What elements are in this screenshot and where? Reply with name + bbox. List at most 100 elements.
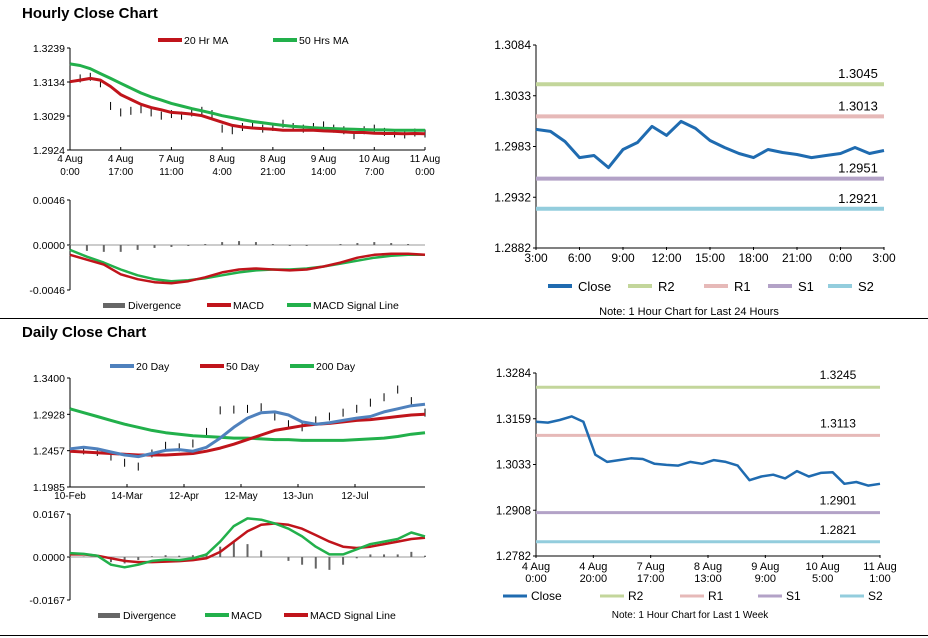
hourly-price-ytick-label: 1.2924 (33, 145, 65, 157)
daily-macd-line (69, 517, 426, 569)
hourly-price-xtick-label: 10 Aug (359, 154, 390, 165)
level-label-r2: 1.3045 (838, 66, 878, 81)
hourly-24h-ytick-label: 1.2983 (494, 140, 531, 154)
daily-week-legend-label-s1: S1 (786, 589, 801, 603)
hourly-price-xtick-label: 8 Aug (209, 154, 235, 165)
daily-week-ytick-label: 1.2908 (496, 505, 531, 517)
daily-50day-line (69, 412, 426, 457)
hourly-price-ytick-label: 1.3029 (33, 111, 65, 123)
week-level-label-r2: 1.3245 (820, 368, 857, 382)
daily-week-xtick-label: 0:00 (525, 573, 546, 585)
section-divider (0, 318, 928, 319)
hourly-24h-xtick-label: 0:00 (829, 251, 853, 265)
hourly-price-ytick-label: 1.3239 (33, 43, 65, 55)
hourly-divergence-legend-label: Divergence (128, 300, 181, 312)
hourly-20ma-line (69, 76, 426, 136)
daily-week-note: Note: 1 Hour Chart for Last 1 Week (612, 610, 770, 621)
hourly-price-xtick-label: 9 Aug (311, 154, 337, 165)
hourly-signal-legend-label: MACD Signal Line (313, 300, 399, 312)
daily-week-xtick-label: 10 Aug (806, 561, 840, 573)
daily-week-xtick-label: 9:00 (755, 573, 776, 585)
daily-divergence-legend-swatch (98, 613, 120, 618)
hourly-divergence-legend-swatch (103, 303, 125, 308)
hourly-24h-xtick-label: 21:00 (782, 251, 812, 265)
hourly-price-xtick-label: 7:00 (365, 167, 385, 178)
daily-week-xtick-label: 4 Aug (522, 561, 550, 573)
daily-week-ytick-label: 1.3159 (496, 414, 531, 426)
hourly-24h-legend-label-r1: R1 (734, 279, 751, 294)
hourly-price-xtick-label: 11 Aug (410, 154, 440, 165)
hourly-price-xtick-label: 0:00 (415, 167, 435, 178)
daily-week-xtick-label: 20:00 (580, 573, 608, 585)
daily-week-xtick-label: 4 Aug (579, 561, 607, 573)
daily-20day-legend-label: 20 Day (136, 361, 170, 373)
daily-week-legend-label-r2: R2 (628, 589, 644, 603)
daily-macd-ytick-label: 0.0000 (33, 552, 65, 564)
hourly-24h-legend-label-s1: S1 (798, 279, 814, 294)
hourly-24h-ytick-label: 1.3033 (494, 89, 531, 103)
hourly-price-xtick-label: 17:00 (108, 167, 133, 178)
level-label-r1: 1.3013 (838, 98, 878, 113)
hourly-macd-ytick-label: -0.0046 (29, 285, 65, 297)
daily-week-xtick-label: 5:00 (812, 573, 833, 585)
daily-price-xtick-label: 12-Apr (169, 491, 200, 502)
daily-200day-legend-label: 200 Day (316, 361, 356, 373)
daily-week-xtick-label: 11 Aug (863, 561, 896, 573)
hourly-24h-legend-label-r2: R2 (658, 279, 675, 294)
hourly-24h-xtick-label: 18:00 (738, 251, 768, 265)
hourly-50ma-legend-label: 50 Hrs MA (299, 35, 349, 47)
hourly-24h-ytick-label: 1.3084 (494, 38, 531, 52)
hourly-macd-legend-label: MACD (233, 300, 264, 312)
hourly-price-xtick-label: 7 Aug (159, 154, 185, 165)
hourly-price-xtick-label: 8 Aug (260, 154, 286, 165)
daily-week-xtick-label: 13:00 (694, 573, 722, 585)
hourly-24h-legend-label-s2: S2 (858, 279, 874, 294)
hourly-24h-xtick-label: 3:00 (872, 251, 896, 265)
hourly-24h-xtick-label: 3:00 (524, 251, 548, 265)
hourly-price-xtick-label: 14:00 (311, 167, 336, 178)
hourly-section-title: Hourly Close Chart (22, 5, 158, 22)
hourly-price-xtick-label: 0:00 (60, 167, 80, 178)
daily-macd-legend-label: MACD (231, 610, 262, 622)
hourly-24h-note: Note: 1 Hour Chart for Last 24 Hours (599, 306, 779, 318)
hourly-signal-line (69, 248, 425, 283)
hourly-price-xtick-label: 11:00 (159, 167, 184, 178)
hourly-24h-ytick-label: 1.2932 (494, 190, 531, 204)
daily-price-ytick-label: 1.3400 (33, 373, 65, 385)
hourly-price-xtick-label: 4 Aug (57, 154, 83, 165)
daily-price-ytick-label: 1.2457 (33, 446, 65, 458)
daily-price-ytick-label: 1.2928 (33, 409, 65, 421)
daily-section-title: Daily Close Chart (22, 324, 147, 341)
hourly-price-xtick-label: 4 Aug (108, 154, 134, 165)
hourly-24h-ytick-label: 1.2882 (494, 241, 531, 255)
hourly-50ma-line (69, 62, 425, 132)
level-label-s2: 1.2921 (838, 191, 878, 206)
hourly-24h-xtick-label: 6:00 (568, 251, 592, 265)
daily-price-ytick-label: 1.1985 (33, 482, 65, 494)
daily-week-legend-label-close: Close (531, 589, 562, 603)
daily-divergence-legend-label: Divergence (123, 610, 176, 622)
daily-week-ytick-label: 1.2782 (496, 551, 531, 563)
week-level-label-s1: 1.2901 (820, 494, 857, 508)
daily-signal-legend-label: MACD Signal Line (310, 610, 396, 622)
hourly-macd-ytick-label: 0.0046 (33, 195, 65, 207)
daily-week-legend-label-s2: S2 (868, 589, 883, 603)
hourly-24h-legend-label-close: Close (578, 279, 611, 294)
daily-200day-line (69, 407, 426, 442)
level-label-s1: 1.2951 (838, 161, 878, 176)
hourly-24h-xtick-label: 12:00 (651, 251, 681, 265)
daily-50day-legend-label: 50 Day (226, 361, 260, 373)
daily-week-ytick-label: 1.3284 (496, 368, 532, 380)
week-level-label-s2: 1.2821 (820, 523, 857, 537)
daily-price-xtick-label: 10-Feb (54, 491, 86, 502)
hourly-macd-ytick-label: 0.0000 (33, 240, 65, 252)
hourly-24h-xtick-label: 9:00 (611, 251, 635, 265)
daily-week-legend-label-r1: R1 (708, 589, 724, 603)
daily-macd-ytick-label: 0.0167 (33, 509, 65, 521)
daily-price-xtick-label: 12-May (224, 491, 257, 502)
hourly-24h-xtick-label: 15:00 (695, 251, 725, 265)
bottom-divider (0, 635, 928, 636)
week-level-label-r1: 1.3113 (820, 416, 856, 430)
daily-week-xtick-label: 1:00 (869, 573, 890, 585)
